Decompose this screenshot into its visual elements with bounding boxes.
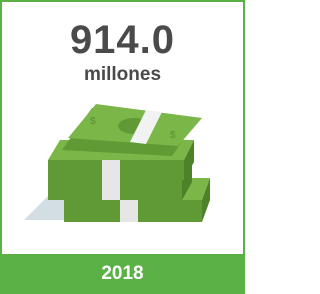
svg-text:$: $ bbox=[170, 130, 176, 141]
unit: millones bbox=[2, 64, 243, 86]
svg-text:$: $ bbox=[90, 116, 96, 127]
amount: 914.0 bbox=[2, 18, 243, 62]
year-footer: 2018 bbox=[0, 254, 245, 294]
money-illustration: $ $ bbox=[12, 100, 217, 230]
info-card: 914.0 millones $ $ 2018 bbox=[0, 0, 245, 294]
